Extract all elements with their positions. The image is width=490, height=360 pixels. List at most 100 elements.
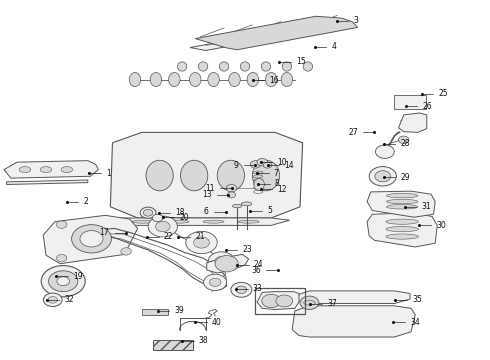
Ellipse shape <box>238 220 259 223</box>
Ellipse shape <box>152 214 163 222</box>
Ellipse shape <box>40 167 51 172</box>
Bar <box>394 95 426 109</box>
Ellipse shape <box>247 72 259 87</box>
Circle shape <box>72 225 111 253</box>
Polygon shape <box>257 292 299 310</box>
Text: 40: 40 <box>212 318 222 327</box>
Circle shape <box>231 282 252 297</box>
Text: 5: 5 <box>267 206 272 215</box>
Polygon shape <box>110 132 303 218</box>
Ellipse shape <box>217 160 245 191</box>
Text: 19: 19 <box>73 271 83 280</box>
Ellipse shape <box>242 202 252 206</box>
Circle shape <box>398 136 409 144</box>
Text: 38: 38 <box>199 336 209 345</box>
Ellipse shape <box>232 204 242 208</box>
Text: 15: 15 <box>296 57 305 66</box>
Ellipse shape <box>261 62 270 71</box>
Ellipse shape <box>169 72 180 87</box>
Text: 28: 28 <box>401 139 410 148</box>
Polygon shape <box>190 25 326 50</box>
Ellipse shape <box>387 193 418 198</box>
Text: 34: 34 <box>410 318 420 327</box>
Ellipse shape <box>144 210 153 216</box>
Circle shape <box>56 221 67 228</box>
Ellipse shape <box>168 220 189 223</box>
Text: 21: 21 <box>195 232 205 241</box>
Polygon shape <box>93 218 290 225</box>
Ellipse shape <box>282 62 292 71</box>
Text: 10: 10 <box>277 158 287 167</box>
Text: 31: 31 <box>421 202 431 211</box>
Ellipse shape <box>252 160 280 191</box>
Circle shape <box>41 266 85 297</box>
Ellipse shape <box>190 72 201 87</box>
Circle shape <box>49 271 78 292</box>
Text: 14: 14 <box>284 161 294 170</box>
Ellipse shape <box>369 167 396 186</box>
Circle shape <box>236 286 246 293</box>
Circle shape <box>263 162 272 168</box>
Ellipse shape <box>386 234 418 239</box>
Ellipse shape <box>220 62 229 71</box>
Circle shape <box>155 221 170 232</box>
Text: 24: 24 <box>254 260 264 269</box>
Circle shape <box>300 296 319 310</box>
Circle shape <box>56 255 67 262</box>
Ellipse shape <box>266 72 277 87</box>
Text: 30: 30 <box>436 221 446 230</box>
Bar <box>255 288 305 314</box>
Ellipse shape <box>229 72 240 87</box>
Text: 35: 35 <box>412 295 422 304</box>
Ellipse shape <box>61 167 73 172</box>
Text: 25: 25 <box>439 89 448 98</box>
Circle shape <box>215 256 238 272</box>
Circle shape <box>43 293 62 306</box>
Polygon shape <box>195 16 358 50</box>
Text: 22: 22 <box>164 232 173 241</box>
Ellipse shape <box>198 62 208 71</box>
Text: 23: 23 <box>243 246 252 255</box>
Ellipse shape <box>387 204 418 209</box>
Text: 20: 20 <box>179 213 189 222</box>
Polygon shape <box>292 306 415 337</box>
Ellipse shape <box>150 72 162 87</box>
Circle shape <box>276 295 293 307</box>
Ellipse shape <box>129 72 141 87</box>
Ellipse shape <box>281 72 293 87</box>
Circle shape <box>262 294 281 308</box>
Bar <box>142 309 168 315</box>
Ellipse shape <box>387 199 418 204</box>
Text: 37: 37 <box>327 299 337 308</box>
Circle shape <box>57 277 70 286</box>
Circle shape <box>48 297 57 303</box>
Polygon shape <box>367 191 435 217</box>
Ellipse shape <box>375 171 391 182</box>
Ellipse shape <box>240 62 250 71</box>
Text: 1: 1 <box>106 169 111 178</box>
Circle shape <box>375 145 394 158</box>
Text: 26: 26 <box>422 102 432 111</box>
Ellipse shape <box>203 220 224 223</box>
Text: 3: 3 <box>353 16 358 25</box>
Text: 39: 39 <box>174 306 184 315</box>
Text: 9: 9 <box>234 161 239 170</box>
Ellipse shape <box>254 179 265 190</box>
Ellipse shape <box>140 207 156 218</box>
Circle shape <box>257 158 268 166</box>
Text: 8: 8 <box>275 179 280 188</box>
Text: 29: 29 <box>401 172 410 181</box>
Polygon shape <box>367 213 437 247</box>
Text: 17: 17 <box>99 228 109 237</box>
Circle shape <box>80 231 103 247</box>
Ellipse shape <box>208 72 220 87</box>
Text: 16: 16 <box>270 76 279 85</box>
Text: 4: 4 <box>331 42 336 51</box>
Text: 13: 13 <box>202 190 212 199</box>
Ellipse shape <box>132 220 153 223</box>
Circle shape <box>148 216 177 237</box>
Polygon shape <box>7 180 88 184</box>
Circle shape <box>226 184 237 192</box>
Text: 36: 36 <box>251 266 261 275</box>
Circle shape <box>209 278 221 287</box>
